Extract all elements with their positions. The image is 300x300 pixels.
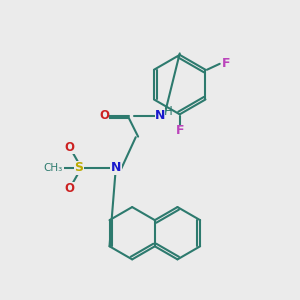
Text: S: S: [74, 161, 83, 174]
Text: F: F: [176, 124, 184, 137]
Text: N: N: [155, 109, 166, 122]
Text: CH₃: CH₃: [44, 163, 63, 173]
Text: H: H: [164, 105, 173, 118]
Text: O: O: [65, 140, 75, 154]
Text: O: O: [65, 182, 75, 195]
Text: N: N: [111, 161, 121, 174]
Text: O: O: [99, 109, 109, 122]
Text: F: F: [222, 57, 230, 70]
